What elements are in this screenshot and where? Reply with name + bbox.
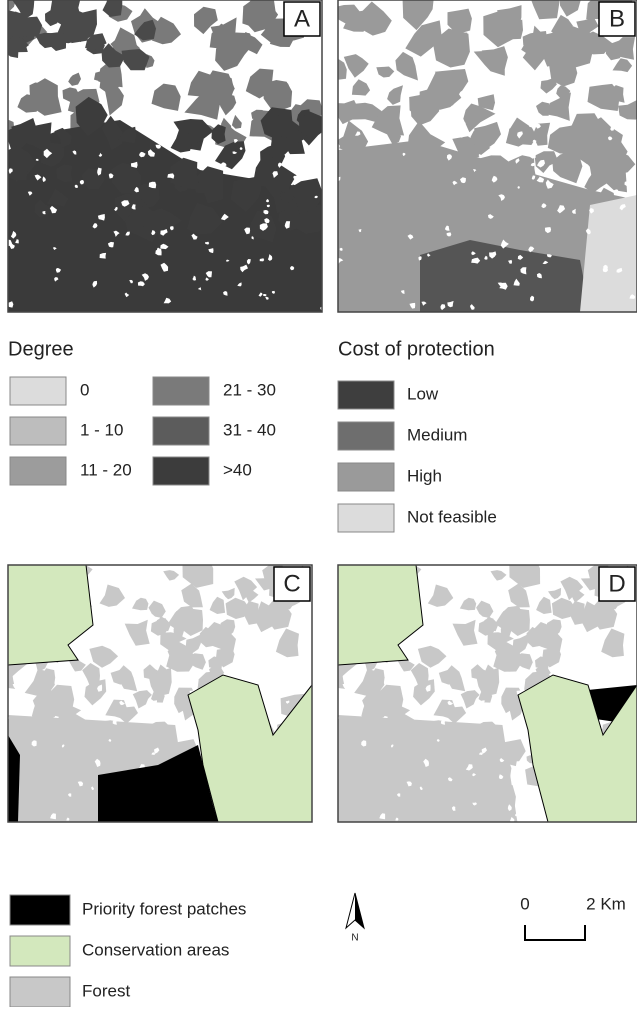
legend-label: High <box>407 466 442 485</box>
legend-swatch <box>338 463 394 491</box>
legend-swatch <box>10 936 70 966</box>
legend-label: 31 - 40 <box>223 420 276 439</box>
legend-swatch <box>153 457 209 485</box>
panel-label: A <box>294 5 310 32</box>
map-panel <box>320 0 637 312</box>
map-patch <box>338 715 517 822</box>
legend-label: >40 <box>223 460 252 479</box>
legend-swatch <box>153 377 209 405</box>
scale-label: 0 <box>520 894 529 913</box>
legend-label: Forest <box>82 981 130 1000</box>
legend-label: 21 - 30 <box>223 380 276 399</box>
legend-label: 1 - 10 <box>80 420 123 439</box>
legend-label: Conservation areas <box>82 940 229 959</box>
legend-label: 11 - 20 <box>80 460 132 479</box>
figure: A B C D Degree 0 1 - 10 11 - 20 21 - 30 31 - 40 >4… <box>0 0 637 1007</box>
legend-label: Medium <box>407 425 467 444</box>
legend-swatch <box>10 377 66 405</box>
legend-swatch <box>10 457 66 485</box>
legend-label: Priority forest patches <box>82 899 246 918</box>
legend-label: 0 <box>80 380 89 399</box>
legend-title: Cost of protection <box>338 338 495 360</box>
panel-label: B <box>609 5 625 32</box>
map-panel <box>0 0 327 312</box>
legend-swatch <box>338 422 394 450</box>
legend-label: Not feasible <box>407 507 497 526</box>
north-label: N <box>351 933 358 944</box>
legend-label: Low <box>407 384 439 403</box>
legend-title: Degree <box>8 338 74 360</box>
legend-swatch <box>338 504 394 532</box>
legend-swatch <box>338 381 394 409</box>
map-panel <box>323 554 637 831</box>
panel-label: D <box>608 570 625 597</box>
panel-label: C <box>283 570 300 597</box>
legend-swatch <box>10 417 66 445</box>
legend-swatch <box>10 977 70 1007</box>
legend-swatch <box>153 417 209 445</box>
scale-label: 2 Km <box>586 894 626 913</box>
legend-swatch <box>10 895 70 925</box>
scale-bar <box>525 925 585 940</box>
